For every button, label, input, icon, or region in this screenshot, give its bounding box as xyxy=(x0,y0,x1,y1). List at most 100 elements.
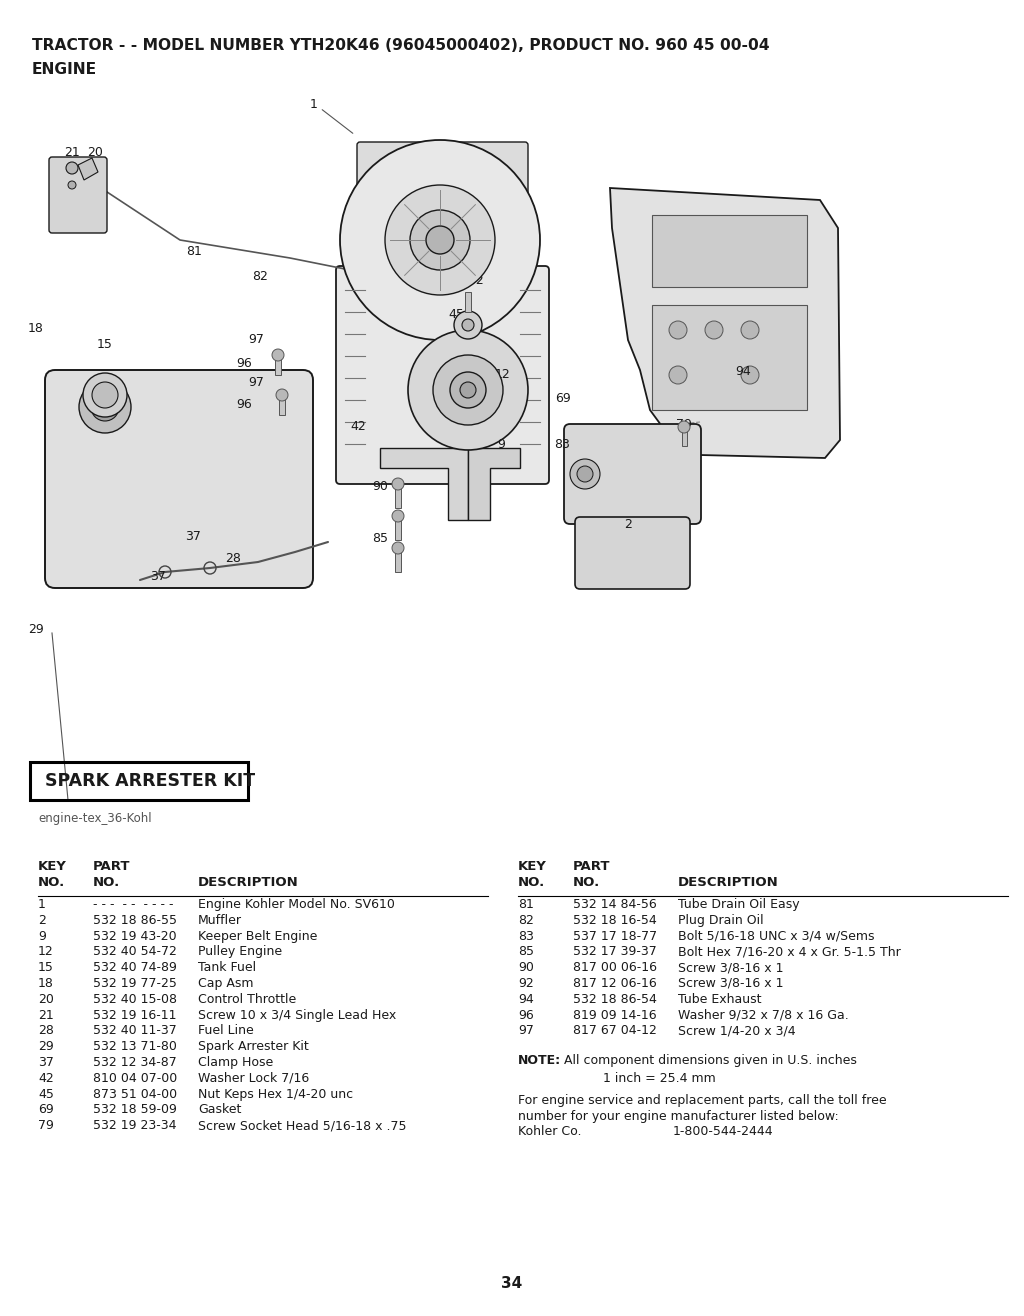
Circle shape xyxy=(92,382,118,408)
Text: 9: 9 xyxy=(497,438,505,451)
Text: Tank Fuel: Tank Fuel xyxy=(198,961,256,974)
Bar xyxy=(652,305,807,411)
FancyBboxPatch shape xyxy=(564,424,701,524)
Text: NOTE:: NOTE: xyxy=(518,1054,561,1067)
Text: 29: 29 xyxy=(38,1040,53,1053)
FancyBboxPatch shape xyxy=(357,142,528,283)
Text: 537 17 18-77: 537 17 18-77 xyxy=(573,929,657,942)
Circle shape xyxy=(272,349,284,361)
Text: 817 67 04-12: 817 67 04-12 xyxy=(573,1024,656,1037)
Text: 82: 82 xyxy=(252,270,268,283)
Text: 82: 82 xyxy=(518,913,534,926)
Circle shape xyxy=(570,459,600,490)
Text: 37: 37 xyxy=(150,570,166,583)
Text: 45: 45 xyxy=(38,1087,54,1100)
Text: 532 40 54-72: 532 40 54-72 xyxy=(93,945,177,958)
Text: 12: 12 xyxy=(495,368,511,382)
Text: Fuel Line: Fuel Line xyxy=(198,1024,254,1037)
Text: NO.: NO. xyxy=(93,876,120,890)
Text: Bolt 5/16-18 UNC x 3/4 w/Sems: Bolt 5/16-18 UNC x 3/4 w/Sems xyxy=(678,929,874,942)
Text: Screw Socket Head 5/16-18 x .75: Screw Socket Head 5/16-18 x .75 xyxy=(198,1119,407,1132)
FancyBboxPatch shape xyxy=(45,370,313,588)
Text: NO.: NO. xyxy=(38,876,66,890)
Text: 96: 96 xyxy=(518,1008,534,1021)
Text: 92: 92 xyxy=(468,274,483,287)
Text: 69: 69 xyxy=(38,1103,53,1116)
Text: 85: 85 xyxy=(518,945,534,958)
Text: 94: 94 xyxy=(518,992,534,1005)
Text: 20: 20 xyxy=(87,146,103,159)
Text: 2: 2 xyxy=(38,913,46,926)
Circle shape xyxy=(83,372,127,417)
Text: 42: 42 xyxy=(38,1071,53,1084)
Text: 28: 28 xyxy=(38,1024,54,1037)
Text: Engine Kohler Model No. SV610: Engine Kohler Model No. SV610 xyxy=(198,898,395,911)
Circle shape xyxy=(462,318,474,332)
Text: 817 00 06-16: 817 00 06-16 xyxy=(573,961,657,974)
Bar xyxy=(279,395,285,415)
Text: 532 40 15-08: 532 40 15-08 xyxy=(93,992,177,1005)
Text: 37: 37 xyxy=(185,530,201,544)
Text: 45: 45 xyxy=(449,308,464,321)
FancyBboxPatch shape xyxy=(49,157,106,233)
Bar xyxy=(395,486,401,508)
Text: 79: 79 xyxy=(38,1119,54,1132)
Bar xyxy=(30,762,248,800)
Circle shape xyxy=(408,330,528,450)
Text: 1 inch = 25.4 mm: 1 inch = 25.4 mm xyxy=(603,1073,716,1084)
Text: 18: 18 xyxy=(28,322,44,336)
Circle shape xyxy=(460,382,476,397)
Text: 21: 21 xyxy=(65,146,80,159)
Text: 819 09 14-16: 819 09 14-16 xyxy=(573,1008,656,1021)
Text: NO.: NO. xyxy=(573,876,600,890)
Text: 18: 18 xyxy=(38,976,54,990)
Text: DESCRIPTION: DESCRIPTION xyxy=(198,876,299,890)
Text: 21: 21 xyxy=(38,1008,53,1021)
Text: KEY: KEY xyxy=(518,859,547,873)
Text: Keeper Belt Engine: Keeper Belt Engine xyxy=(198,929,317,942)
Text: 810 04 07-00: 810 04 07-00 xyxy=(93,1071,177,1084)
FancyBboxPatch shape xyxy=(336,266,549,484)
Text: 83: 83 xyxy=(554,438,570,451)
Text: Tube Drain Oil Easy: Tube Drain Oil Easy xyxy=(678,898,800,911)
Circle shape xyxy=(392,511,404,522)
Text: 90: 90 xyxy=(518,961,534,974)
Circle shape xyxy=(276,390,288,401)
Text: 532 18 86-54: 532 18 86-54 xyxy=(573,992,656,1005)
Text: Screw 3/8-16 x 1: Screw 3/8-16 x 1 xyxy=(678,961,783,974)
Text: 532 14 84-56: 532 14 84-56 xyxy=(573,898,656,911)
Text: 28: 28 xyxy=(225,551,241,565)
Text: TRACTOR - - MODEL NUMBER YTH20K46 (96045000402), PRODUCT NO. 960 45 00-04: TRACTOR - - MODEL NUMBER YTH20K46 (96045… xyxy=(32,38,770,53)
Text: 873 51 04-00: 873 51 04-00 xyxy=(93,1087,177,1100)
Polygon shape xyxy=(468,447,520,520)
Text: 81: 81 xyxy=(186,245,202,258)
Text: 532 18 16-54: 532 18 16-54 xyxy=(573,913,656,926)
Text: 42: 42 xyxy=(350,420,366,433)
Polygon shape xyxy=(610,188,840,458)
Circle shape xyxy=(392,478,404,490)
Text: 2: 2 xyxy=(624,519,632,530)
Text: Pulley Engine: Pulley Engine xyxy=(198,945,283,958)
Text: PART: PART xyxy=(93,859,130,873)
Text: SPARK ARRESTER KIT: SPARK ARRESTER KIT xyxy=(45,772,255,790)
Text: Gasket: Gasket xyxy=(198,1103,242,1116)
Text: Nut Keps Hex 1/4-20 unc: Nut Keps Hex 1/4-20 unc xyxy=(198,1087,353,1100)
Text: 532 13 71-80: 532 13 71-80 xyxy=(93,1040,177,1053)
Circle shape xyxy=(385,186,495,295)
Bar xyxy=(465,292,471,312)
Circle shape xyxy=(669,366,687,384)
Text: 532 12 34-87: 532 12 34-87 xyxy=(93,1055,177,1069)
Text: Bolt Hex 7/16-20 x 4 x Gr. 5-1.5 Thr: Bolt Hex 7/16-20 x 4 x Gr. 5-1.5 Thr xyxy=(678,945,901,958)
Circle shape xyxy=(426,226,454,254)
Circle shape xyxy=(577,466,593,482)
Text: 9: 9 xyxy=(38,929,46,942)
Text: 92: 92 xyxy=(518,976,534,990)
Text: 94: 94 xyxy=(735,365,751,378)
Text: 96: 96 xyxy=(236,357,252,370)
Text: For engine service and replacement parts, call the toll free: For engine service and replacement parts… xyxy=(518,1094,887,1107)
Circle shape xyxy=(410,211,470,270)
Text: Washer Lock 7/16: Washer Lock 7/16 xyxy=(198,1071,309,1084)
Text: 532 19 77-25: 532 19 77-25 xyxy=(93,976,177,990)
Circle shape xyxy=(705,321,723,340)
Text: Clamp Hose: Clamp Hose xyxy=(198,1055,273,1069)
